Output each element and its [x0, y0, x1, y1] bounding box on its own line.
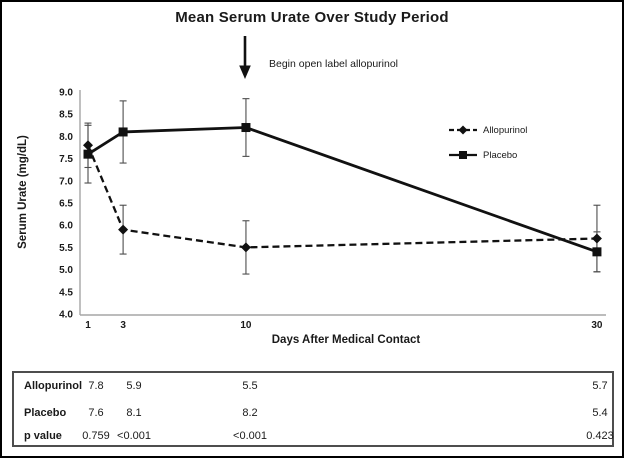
y-tick-label: 9.0	[59, 88, 73, 99]
legend-item-placebo: Placebo	[448, 149, 527, 161]
series-line-placebo	[87, 126, 598, 254]
table-cell: 5.5	[242, 380, 258, 392]
diamond-marker-icon	[591, 233, 602, 244]
table-cell: <0.001	[117, 430, 151, 442]
y-tick-label: 5.0	[59, 265, 73, 276]
x-tick-label: 3	[120, 320, 126, 331]
y-tick-label: 4.0	[59, 310, 73, 321]
table-cell: 5.4	[592, 407, 608, 419]
y-tick-label: 7.0	[59, 176, 73, 187]
y-tick-label: 7.5	[59, 154, 73, 165]
legend-label: Allopurinol	[483, 124, 528, 136]
table-cell: 8.1	[126, 407, 142, 419]
table-cell: 7.6	[88, 407, 104, 419]
table-cell: 0.759	[82, 430, 110, 442]
table-cell: 5.7	[592, 380, 608, 392]
x-tick-label: 1	[85, 320, 91, 331]
y-tick-label: 6.5	[59, 199, 73, 210]
square-marker-icon	[592, 247, 602, 257]
table-cell: <0.001	[233, 430, 267, 442]
legend: Allopurinol Placebo	[448, 124, 527, 174]
table-cell: 8.2	[242, 407, 258, 419]
table-row-label-placebo: Placebo	[24, 407, 67, 419]
diamond-legend-sample-icon	[449, 125, 477, 135]
square-marker-icon	[118, 127, 128, 137]
table-row-label-pvalue: p value	[24, 430, 62, 442]
series-line-allopurinol	[86, 144, 597, 249]
x-tick-label: 10	[240, 320, 252, 331]
y-tick-label: 5.5	[59, 243, 73, 254]
begin-open-label-arrow-icon	[239, 36, 251, 79]
y-tick-label: 4.5	[59, 287, 73, 298]
table-row-label-allopurinol: Allopurinol	[24, 380, 83, 392]
diamond-marker-icon	[83, 140, 93, 151]
square-marker-icon	[241, 123, 251, 133]
y-tick-label: 8.5	[59, 110, 73, 121]
annotation-begin-open-label: Begin open label allopurinol	[269, 58, 399, 70]
diamond-marker-icon	[240, 242, 251, 253]
table-cell: 0.423	[586, 430, 614, 442]
legend-label: Placebo	[483, 149, 518, 161]
y-tick-label: 6.0	[59, 221, 73, 232]
table-cell: 7.8	[88, 380, 104, 392]
table-cell: 5.9	[126, 380, 142, 392]
diamond-marker-icon	[118, 224, 129, 235]
legend-item-allopurinol: Allopurinol	[448, 124, 527, 136]
y-axis-label: Serum Urate (mg/dL)	[17, 135, 29, 249]
x-tick-label: 30	[591, 320, 603, 331]
y-tick-label: 8.0	[59, 132, 73, 143]
data-table: Allopurinol 7.8 5.9 5.5 5.7 Placebo 7.6 …	[12, 371, 614, 447]
square-marker-icon	[83, 149, 93, 159]
x-axis-label: Days After Medical Contact	[271, 334, 421, 346]
chart-title: Mean Serum Urate Over Study Period	[175, 9, 449, 26]
square-legend-sample-icon	[449, 151, 477, 159]
